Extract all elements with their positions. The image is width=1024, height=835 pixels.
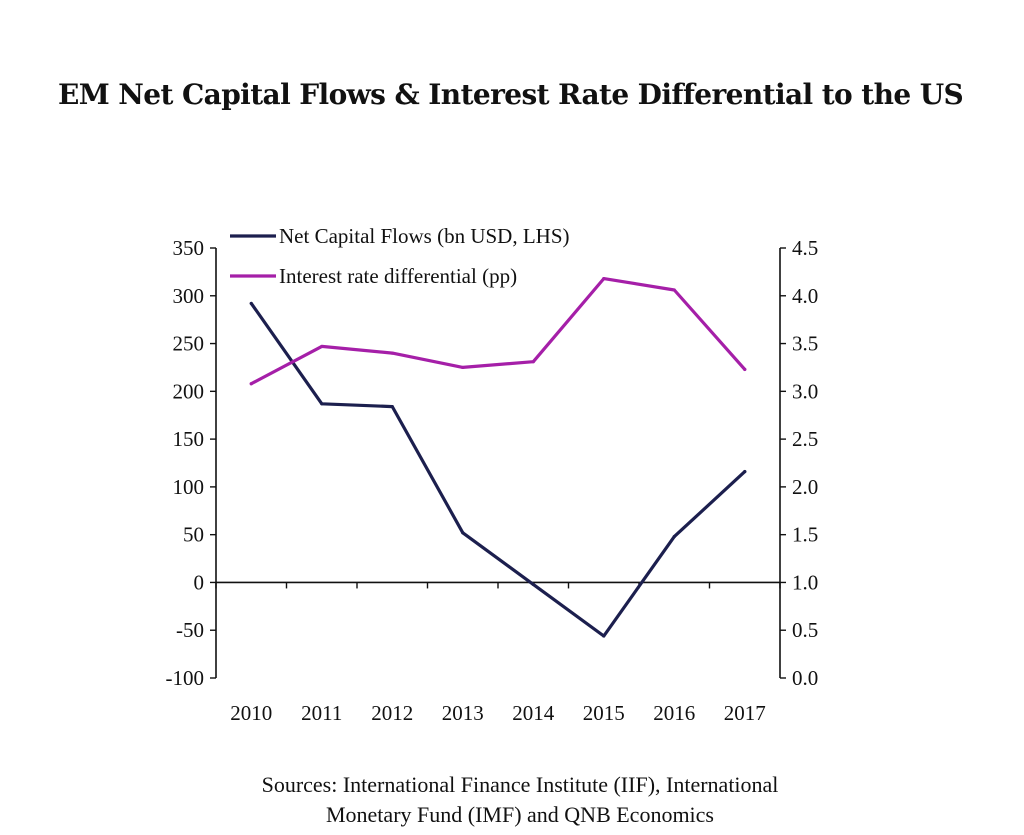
interest-diff-point-2016 xyxy=(672,288,676,292)
right-tick-label: 4.5 xyxy=(792,236,818,260)
capital-flows-point-2015 xyxy=(602,634,606,638)
chart-series xyxy=(249,276,747,638)
x-tick-label: 2017 xyxy=(724,701,766,725)
left-tick-label: 250 xyxy=(173,332,205,356)
right-tick-label: 3.5 xyxy=(792,332,818,356)
sources-line-1: Sources: International Finance Institute… xyxy=(261,772,779,797)
chart-legend: Net Capital Flows (bn USD, LHS) Interest … xyxy=(230,224,570,288)
right-tick-label: 4.0 xyxy=(792,284,818,308)
right-axis-tick-labels: 4.5 4.0 3.5 3.0 2.5 2.0 1.5 1.0 0.5 0.0 xyxy=(792,236,818,690)
left-tick-label: 0 xyxy=(194,570,205,594)
chart-axes xyxy=(210,247,786,679)
right-tick-label: 0.5 xyxy=(792,618,818,642)
right-tick-label: 2.5 xyxy=(792,427,818,451)
left-tick-label: 150 xyxy=(173,427,205,451)
right-tick-label: 0.0 xyxy=(792,666,818,690)
x-tick-label: 2012 xyxy=(371,701,413,725)
capital-flows-point-2014 xyxy=(531,582,535,586)
x-tick-label: 2015 xyxy=(583,701,625,725)
sources-line-2: Monetary Fund (IMF) and QNB Economics xyxy=(325,802,714,827)
x-tick-label: 2014 xyxy=(512,701,555,725)
left-tick-label: 100 xyxy=(173,475,205,499)
legend-label: Net Capital Flows (bn USD, LHS) xyxy=(279,224,570,248)
left-axis-tick-labels: 350 300 250 200 150 100 50 0 -50 -100 xyxy=(166,236,205,690)
capital-flows-point-2010 xyxy=(249,301,253,306)
interest-diff-point-2011 xyxy=(320,344,324,349)
right-tick-label: 1.0 xyxy=(792,570,818,594)
interest-diff-point-2013 xyxy=(461,365,465,370)
chart-title: EM Net Capital Flows & Interest Rate Dif… xyxy=(58,78,964,111)
x-tick-label: 2016 xyxy=(653,701,695,725)
capital-flows-point-2017 xyxy=(743,470,747,474)
left-tick-label: 200 xyxy=(173,379,205,403)
interest-diff-point-2010 xyxy=(249,382,253,386)
left-tick-label: 300 xyxy=(173,284,205,308)
left-tick-label: 350 xyxy=(173,236,205,260)
right-tick-label: 2.0 xyxy=(792,475,818,499)
left-tick-label: 50 xyxy=(183,523,204,547)
interest-diff-point-2014 xyxy=(531,360,535,364)
interest-diff-point-2015 xyxy=(602,276,606,281)
x-tick-label: 2011 xyxy=(301,701,342,725)
capital-flows-point-2012 xyxy=(390,405,394,409)
legend-label: Interest rate differential (pp) xyxy=(279,264,517,288)
interest-diff-point-2017 xyxy=(743,367,747,371)
right-tick-label: 3.0 xyxy=(792,379,818,403)
left-tick-label: -100 xyxy=(166,666,205,690)
capital-flows-point-2013 xyxy=(461,531,465,535)
interest-diff-point-2012 xyxy=(390,351,394,355)
series-line-net-capital-flows xyxy=(249,301,747,638)
capital-flows-point-2016 xyxy=(672,534,676,539)
x-tick-label: 2013 xyxy=(442,701,484,725)
capital-flows-point-2011 xyxy=(320,402,324,406)
sources-note: Sources: International Finance Institute… xyxy=(0,770,1024,830)
x-tick-label: 2010 xyxy=(230,701,272,725)
right-tick-label: 1.5 xyxy=(792,523,818,547)
series-line-interest-rate-differential xyxy=(249,277,747,386)
left-tick-label: -50 xyxy=(176,618,204,642)
x-axis-tick-labels: 2010 2011 2012 2013 2014 2015 2016 2017 xyxy=(230,701,766,725)
